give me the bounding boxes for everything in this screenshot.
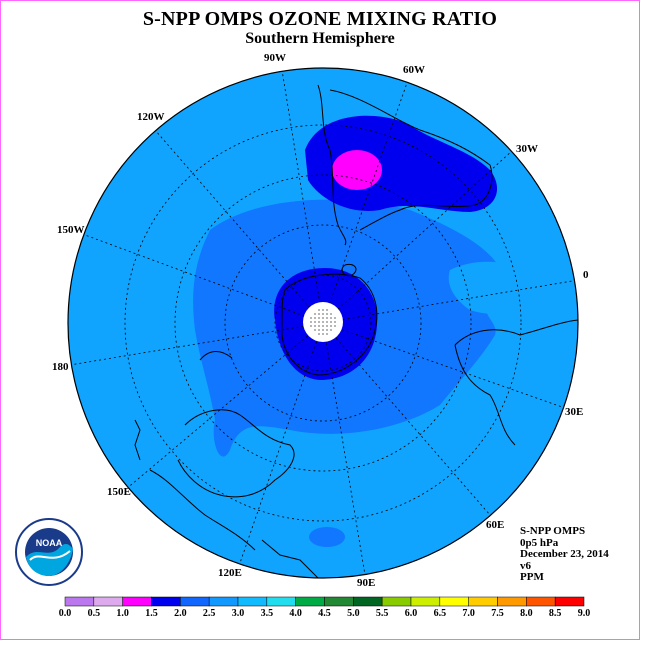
map-subtitle: Southern Hemisphere bbox=[245, 30, 395, 47]
map-title: S-NPP OMPS OZONE MIXING RATIO bbox=[142, 8, 498, 30]
info-version: v6 bbox=[520, 559, 531, 572]
lon-label-120e: 120E bbox=[218, 567, 242, 579]
info-pressure-level: 0p5 hPa bbox=[520, 536, 559, 549]
colorbar-tick-label: 3.0 bbox=[231, 608, 245, 619]
lon-label-90w: 90W bbox=[264, 52, 286, 64]
colorbar-swatch bbox=[410, 596, 441, 607]
lon-label-30w: 30W bbox=[516, 143, 538, 155]
colorbar-swatch bbox=[295, 596, 325, 607]
colorbar-tick-label: 1.0 bbox=[116, 608, 129, 619]
map-info: S-NPP OMPS 0p5 hPa December 23, 2014 v6 … bbox=[520, 525, 609, 584]
info-instrument: S-NPP OMPS bbox=[520, 525, 586, 537]
colorbar-tick-label: 6.5 bbox=[433, 608, 447, 619]
colorbar-swatch bbox=[151, 596, 181, 607]
colorbar-tick-label: 6.0 bbox=[404, 608, 418, 619]
colorbar-swatch bbox=[381, 596, 412, 607]
colorbar-tick-label: 0.0 bbox=[58, 608, 72, 619]
colorbar-swatch bbox=[237, 596, 268, 607]
colorbar-tick-label: 1.5 bbox=[145, 608, 158, 619]
colorbar-swatch bbox=[324, 596, 354, 607]
ozone-peak-region bbox=[332, 150, 382, 190]
pole-stipple bbox=[310, 309, 336, 335]
colorbar-swatch bbox=[180, 596, 210, 607]
ozone-small-spot bbox=[309, 527, 345, 547]
noaa-logo-text: NOAA bbox=[36, 538, 63, 548]
colorbar bbox=[64, 596, 585, 607]
colorbar-swatch bbox=[468, 596, 498, 607]
lon-label-0: 0 bbox=[583, 269, 589, 281]
info-date: December 23, 2014 bbox=[520, 548, 609, 561]
lon-label-120w: 120W bbox=[137, 111, 165, 123]
colorbar-swatch bbox=[64, 596, 95, 607]
colorbar-tick-label: 5.5 bbox=[375, 608, 389, 619]
lon-label-150w: 150W bbox=[57, 224, 85, 236]
noaa-logo: NOAA bbox=[15, 518, 83, 586]
colorbar-swatch bbox=[208, 596, 239, 607]
colorbar-tick-label: 8.0 bbox=[520, 608, 533, 619]
info-units: PPM bbox=[520, 571, 544, 584]
colorbar-tick-label: 5.0 bbox=[347, 608, 360, 619]
colorbar-swatch bbox=[93, 596, 123, 607]
lon-label-150e: 150E bbox=[107, 486, 131, 498]
colorbar-tick-label: 2.5 bbox=[202, 608, 216, 619]
colorbar-swatch bbox=[439, 596, 469, 607]
colorbar-tick-label: 0.5 bbox=[87, 608, 101, 619]
lon-label-60e: 60E bbox=[486, 519, 504, 531]
colorbar-tick-label: 4.0 bbox=[289, 608, 302, 619]
colorbar-swatch bbox=[497, 596, 527, 607]
lon-label-60w: 60W bbox=[403, 64, 425, 76]
coastlines bbox=[134, 84, 578, 578]
lon-label-90e: 90E bbox=[357, 577, 375, 589]
colorbar-swatch bbox=[122, 596, 152, 607]
colorbar-tick-label: 7.5 bbox=[491, 608, 504, 619]
colorbar-tick-label: 3.5 bbox=[260, 608, 274, 619]
lon-label-30e: 30E bbox=[565, 406, 583, 418]
colorbar-swatch bbox=[353, 596, 383, 607]
map-boundary bbox=[67, 67, 579, 579]
colorbar-tick-label: 4.5 bbox=[318, 608, 331, 619]
longitude-labels: 90W 60W 30W 0 30E 60E 90E 120E 150E 180 … bbox=[52, 52, 589, 589]
colorbar-swatch bbox=[554, 596, 585, 607]
colorbar-swatch bbox=[266, 596, 296, 607]
colorbar-tick-label: 2.0 bbox=[174, 608, 187, 619]
colorbar-tick-label: 7.0 bbox=[462, 608, 475, 619]
colorbar-tick-label: 9.0 bbox=[577, 608, 591, 619]
ozone-lighter-patch bbox=[448, 261, 540, 314]
lon-label-180: 180 bbox=[52, 361, 69, 373]
colorbar-tick-label: 8.5 bbox=[548, 608, 562, 619]
colorbar-swatch bbox=[526, 596, 556, 607]
